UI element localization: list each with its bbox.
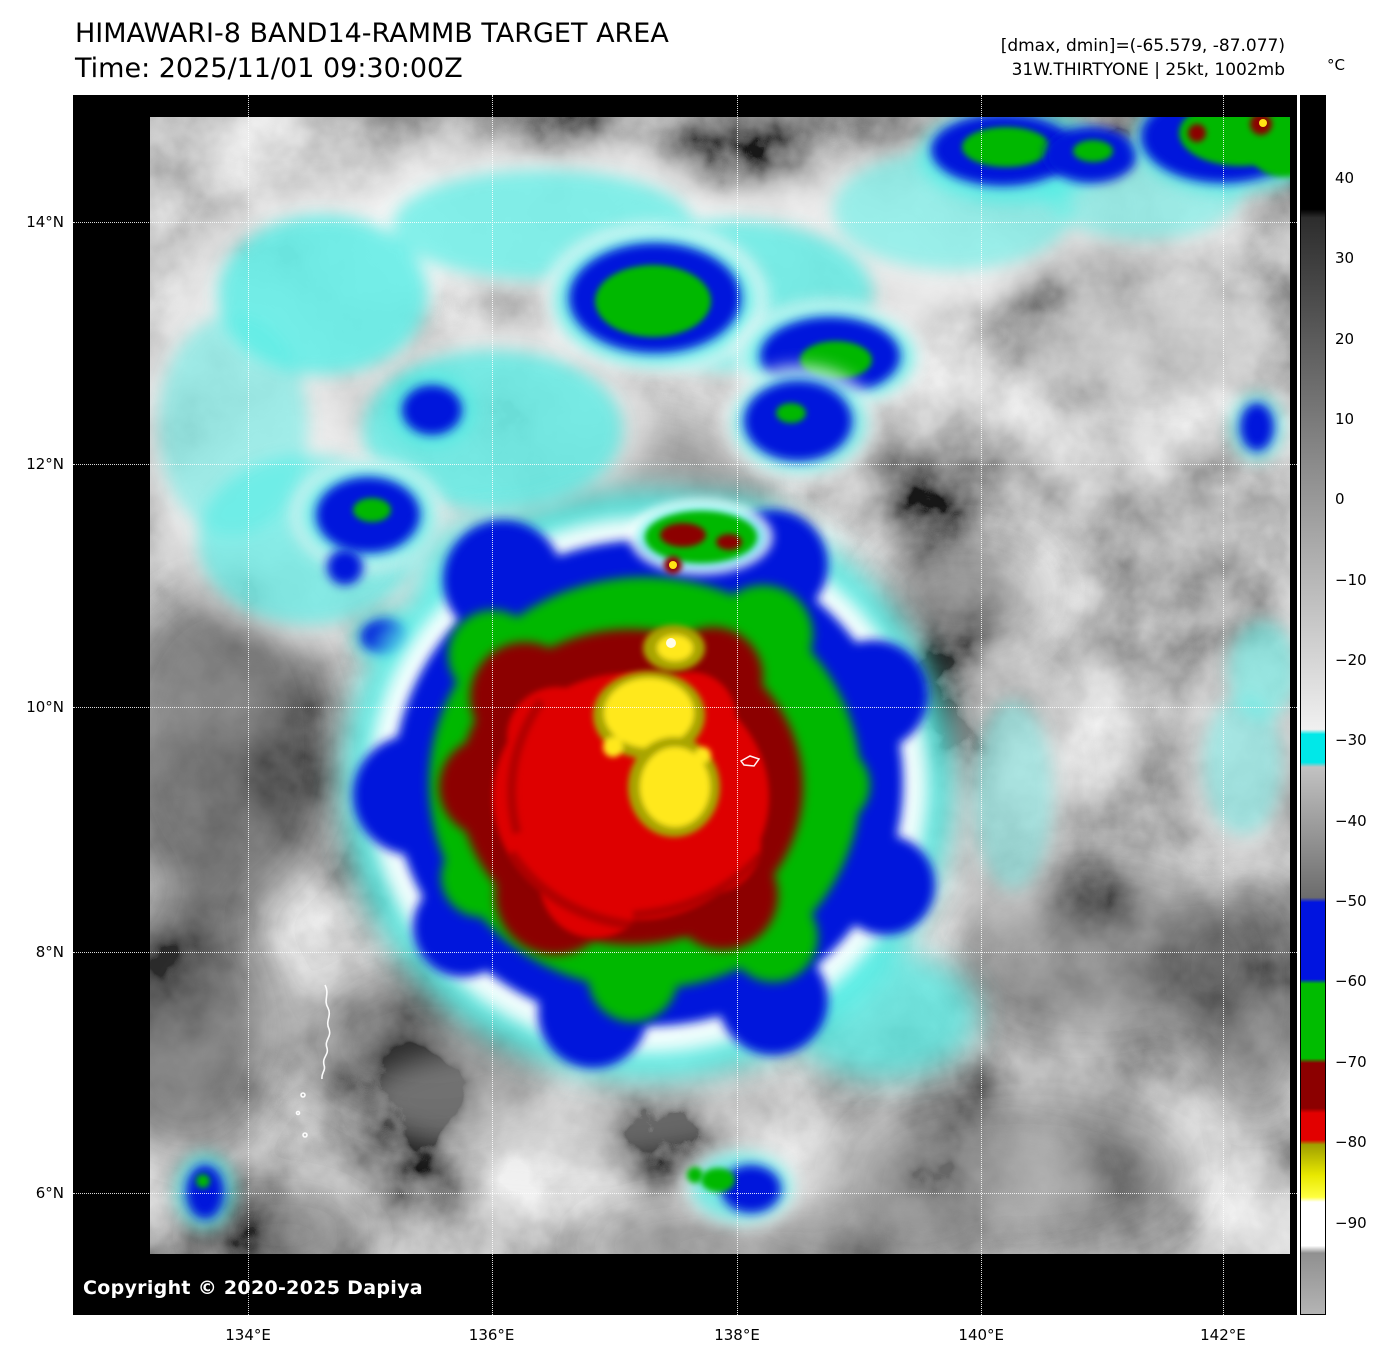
colorbar-tick-labels: 40 30 20 10 0 −10 −20 −30 −40 −50 −60 −70 −80 −90 <box>1335 95 1389 1315</box>
colorbar-tick-label: −10 <box>1335 570 1367 589</box>
small-cell-north-of-storm <box>629 499 773 575</box>
storm-info: 31W.THIRTYONE | 25kt, 1002mb <box>1011 60 1285 80</box>
small-cells-right-and-bottom <box>175 394 1283 1229</box>
coastline-palau <box>295 984 331 1138</box>
longitude-axis-label: 136°E <box>468 1326 515 1344</box>
convective-cell-west <box>292 374 474 663</box>
timestamp: Time: 2025/11/01 09:30:00Z <box>75 53 463 84</box>
colorbar-tick-label: −20 <box>1335 650 1367 669</box>
colorbar-tick-label: −60 <box>1335 972 1367 991</box>
colorbar-tick-label: 30 <box>1335 249 1355 268</box>
colorbar-tick-label: −40 <box>1335 811 1367 830</box>
colorbar-tick-label: −90 <box>1335 1213 1367 1232</box>
latitude-axis-label: 6°N <box>35 1184 64 1202</box>
dmax-dmin-readout: [dmax, dmin]=(-65.579, -87.077) <box>1000 36 1285 56</box>
colorbar-tick-label: 20 <box>1335 329 1355 348</box>
storm-core <box>343 490 978 1080</box>
coastline-island <box>739 755 761 767</box>
convective-cell-east <box>722 365 878 481</box>
longitude-axis-label: 140°E <box>958 1326 1005 1344</box>
convective-cell-north <box>543 224 767 376</box>
colorbar-tick-label: −30 <box>1335 731 1367 750</box>
colorbar-tick-label: −50 <box>1335 892 1367 911</box>
colorbar-tick-label: 40 <box>1335 168 1355 187</box>
latitude-axis-label: 8°N <box>35 943 64 962</box>
header: HIMAWARI-8 BAND14-RAMMB TARGET AREA Time… <box>75 16 669 86</box>
convective-cells-top-right <box>918 117 1290 203</box>
latitude-axis-label: 12°N <box>26 455 64 474</box>
colorbar-unit-label: °C <box>1327 56 1345 74</box>
longitude-axis-label: 138°E <box>714 1326 760 1344</box>
colorbar-gradient <box>1301 96 1325 1314</box>
latitude-axis-label: 14°N <box>26 212 64 231</box>
satellite-image <box>73 95 1297 1315</box>
plot-area: Copyright © 2020-2025 Dapiya <box>73 95 1297 1315</box>
page-title: HIMAWARI-8 BAND14-RAMMB TARGET AREA <box>75 18 669 49</box>
imagery-layer <box>150 117 1290 1254</box>
latitude-axis-label: 10°N <box>26 697 64 716</box>
colorbar-tick-label: −70 <box>1335 1052 1367 1071</box>
longitude-axis-label: 134°E <box>225 1326 271 1344</box>
colorbar-tick-label: 10 <box>1335 409 1355 428</box>
longitude-axis-label: 142°E <box>1200 1326 1246 1344</box>
colorbar <box>1300 95 1326 1315</box>
colorbar-tick-label: 0 <box>1335 490 1345 509</box>
header-info: [dmax, dmin]=(-65.579, -87.077) 31W.THIR… <box>1001 34 1285 82</box>
colorbar-tick-label: −80 <box>1335 1133 1367 1152</box>
copyright-text: Copyright © 2020-2025 Dapiya <box>83 1277 423 1299</box>
